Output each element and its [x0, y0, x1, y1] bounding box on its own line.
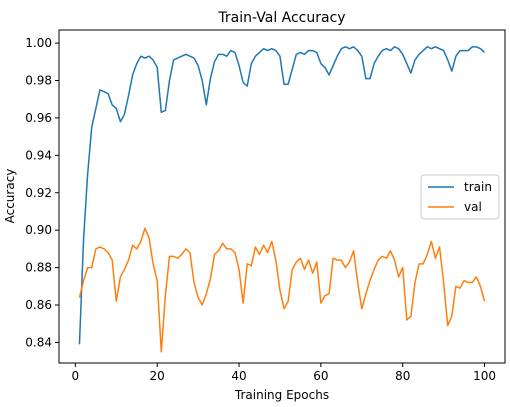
- y-tick-label: 0.90: [25, 223, 52, 237]
- y-tick-label: 1.00: [25, 36, 52, 50]
- y-tick-label: 0.94: [25, 148, 52, 162]
- legend: train val: [420, 174, 500, 220]
- y-tick-label: 0.96: [25, 111, 52, 125]
- x-tick-label: 40: [231, 369, 246, 383]
- y-tick-label: 0.92: [25, 186, 52, 200]
- x-tick-label: 20: [150, 369, 165, 383]
- plot-frame: [58, 29, 506, 364]
- legend-label-val: val: [464, 200, 482, 214]
- x-axis: 0 20 40 60 80 100: [72, 363, 496, 383]
- x-tick-label: 100: [473, 369, 496, 383]
- y-tick-label: 0.88: [25, 261, 52, 275]
- y-axis-label: Accuracy: [3, 169, 17, 224]
- legend-label-train: train: [464, 180, 492, 194]
- y-axis: 0.84 0.86 0.88 0.90 0.92 0.94 0.96 0.98 1.00: [25, 36, 59, 349]
- y-tick-label: 0.84: [25, 335, 52, 349]
- x-tick-label: 80: [395, 369, 410, 383]
- x-tick-label: 60: [313, 369, 328, 383]
- series-line-val: [78, 227, 486, 353]
- plot-area: [78, 46, 486, 353]
- y-tick-label: 0.98: [25, 74, 52, 88]
- x-axis-label: Training Epochs: [234, 388, 329, 402]
- y-tick-label: 0.86: [25, 298, 52, 312]
- legend-box: [420, 174, 500, 220]
- series-line-train: [78, 46, 486, 345]
- x-tick-label: 0: [72, 369, 80, 383]
- chart-title: Train-Val Accuracy: [217, 10, 345, 26]
